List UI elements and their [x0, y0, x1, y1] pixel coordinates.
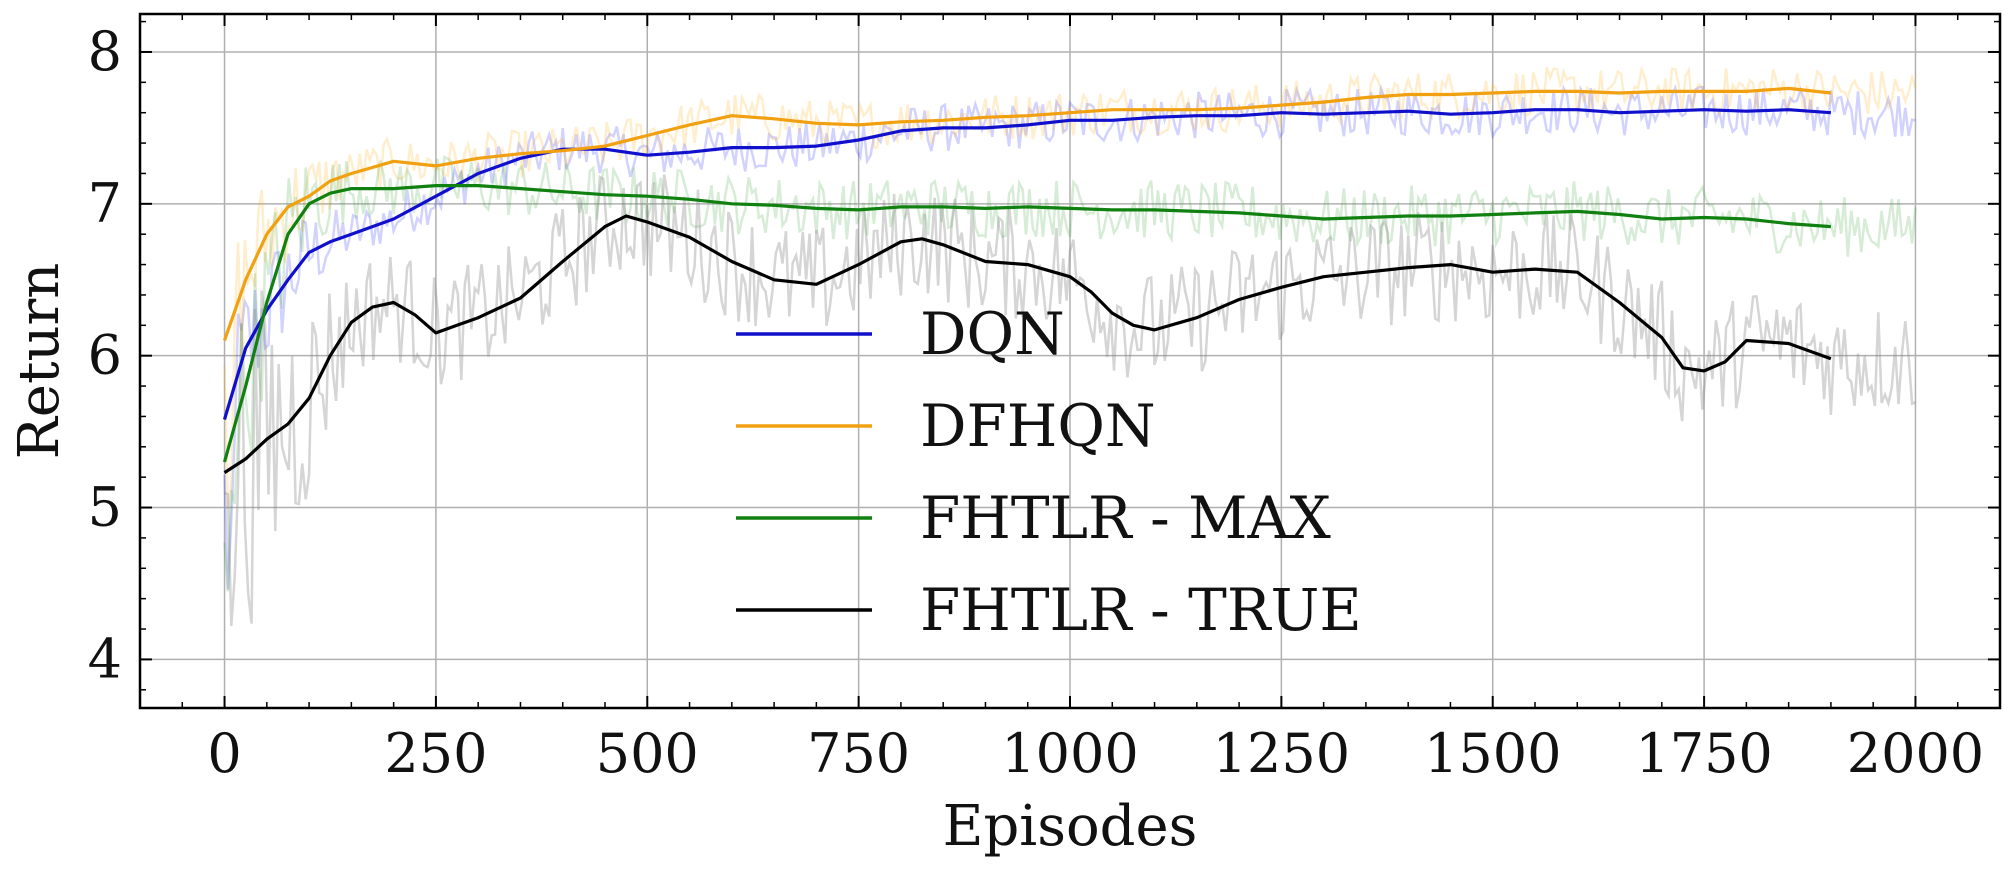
y-tick-label: 6	[88, 324, 122, 387]
x-tick-label: 500	[596, 722, 699, 785]
x-tick-label: 2000	[1847, 722, 1984, 785]
y-tick-label: 4	[88, 627, 122, 690]
series-line-2	[222, 184, 1832, 463]
y-tick-label: 8	[88, 20, 122, 83]
grid	[140, 14, 2000, 708]
legend: DQN DFHQN FHTLR - MAX FHTLR - TRUE	[736, 300, 1362, 644]
x-tick-label: 1000	[1001, 722, 1138, 785]
x-tick-label: 250	[384, 722, 487, 785]
x-tick-label: 1750	[1635, 722, 1772, 785]
x-tick-label: 1500	[1424, 722, 1561, 785]
series-line-0	[222, 108, 1832, 420]
legend-label-3: FHTLR - TRUE	[920, 576, 1362, 644]
y-tick-label: 7	[88, 172, 122, 235]
x-axis-label: Episodes	[943, 794, 1198, 859]
series-line-1	[222, 86, 1832, 342]
y-axis-label: Return	[7, 263, 72, 460]
noise-trace-3	[224, 174, 1916, 627]
ticks: 0 250 500 750 1000 1250 1500 1750 2000 4 5 6 7 8	[88, 14, 2000, 785]
series-lines	[222, 86, 1832, 474]
x-tick-label: 750	[807, 722, 910, 785]
noise-trace-0	[223, 83, 1916, 590]
x-tick-label: 0	[207, 722, 241, 785]
legend-label-0: DQN	[920, 300, 1065, 368]
x-tick-label: 1250	[1213, 722, 1350, 785]
series-line-3	[223, 214, 1832, 474]
y-tick-label: 5	[88, 476, 122, 539]
legend-label-1: DFHQN	[920, 392, 1156, 460]
noise-trace-2	[223, 155, 1917, 592]
legend-label-2: FHTLR - MAX	[920, 484, 1331, 552]
